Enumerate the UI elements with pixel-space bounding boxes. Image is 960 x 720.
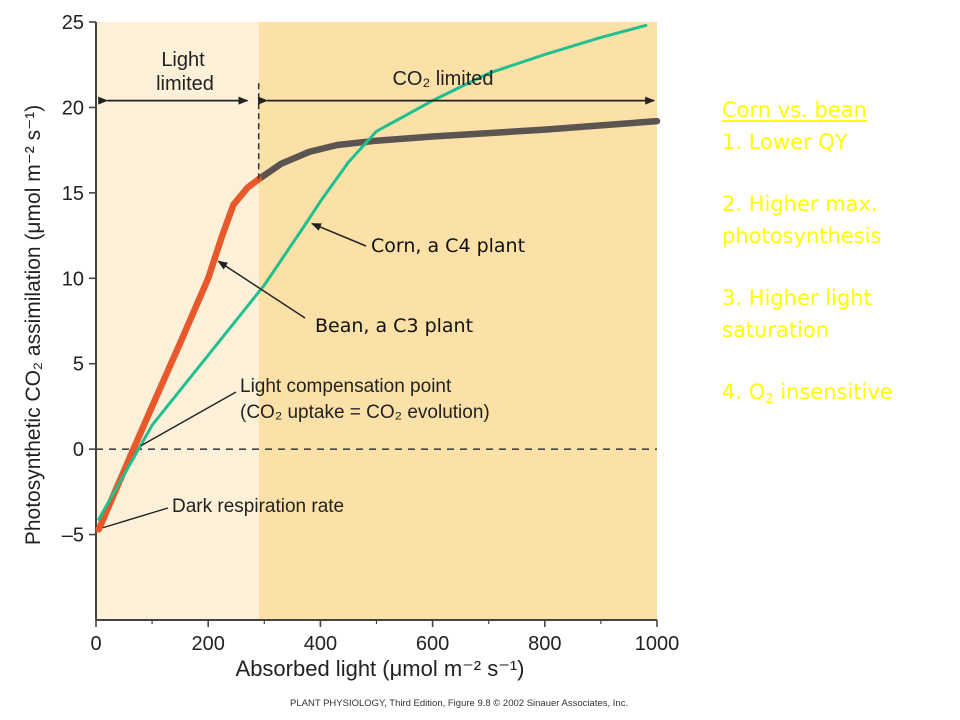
y-tick-label: 10 bbox=[62, 268, 84, 290]
notes-item-3a: 3. Higher light bbox=[722, 286, 872, 310]
series-group bbox=[95, 23, 661, 533]
comparison-notes: Corn vs. bean 1. Lower QY 2. Higher max.… bbox=[722, 94, 957, 408]
series-bean-light-limited-line bbox=[95, 175, 262, 533]
series-corn-line bbox=[97, 23, 648, 521]
notes-spacer bbox=[722, 346, 957, 376]
y-tick-label: 20 bbox=[62, 97, 84, 119]
axes: 0 200 400 600 800 1000 –5 0 5 10 15 20 25 bbox=[62, 12, 680, 655]
annotation-lcp-line1: Light compensation point bbox=[240, 376, 452, 397]
y-tick-label: 25 bbox=[62, 12, 84, 34]
figure-credit: PLANT PHYSIOLOGY, Third Edition, Figure … bbox=[290, 698, 628, 709]
x-tick-label: 200 bbox=[192, 633, 225, 655]
x-tick-label: 1000 bbox=[635, 633, 680, 655]
notes-item-4-suffix: insensitive bbox=[773, 380, 893, 404]
notes-item-2b: photosynthesis bbox=[722, 224, 882, 248]
notes-spacer bbox=[722, 158, 957, 188]
annotation-lcp-line2: (CO₂ uptake = CO₂ evolution) bbox=[240, 402, 490, 423]
x-tick-label: 800 bbox=[528, 633, 561, 655]
x-tick-label: 0 bbox=[90, 633, 101, 655]
lcp-callout-line bbox=[140, 391, 237, 447]
x-tick-label: 600 bbox=[416, 633, 449, 655]
corn-callout-arrow bbox=[311, 222, 367, 247]
dark-respiration-callout-line bbox=[102, 507, 169, 529]
y-tick-label: 15 bbox=[62, 183, 84, 205]
series-bean-co2-limited-line bbox=[255, 117, 661, 183]
notes-item-3b: saturation bbox=[722, 318, 830, 342]
region-label-co2-limited: CO₂ limited bbox=[392, 68, 493, 90]
region-label-light-limited-line1: Light bbox=[161, 49, 205, 71]
notes-item-4-prefix: 4. O bbox=[722, 380, 766, 404]
annotation-corn: Corn, a C4 plant bbox=[371, 235, 525, 257]
region-label-light-limited-line2: limited bbox=[156, 73, 214, 95]
y-tick-label: 0 bbox=[73, 439, 84, 461]
y-tick-label: 5 bbox=[73, 354, 84, 376]
x-tick-label: 400 bbox=[304, 633, 337, 655]
annotation-dark-respiration: Dark respiration rate bbox=[172, 496, 344, 517]
region-1 bbox=[258, 22, 657, 620]
x-axis-title: Absorbed light (μmol m⁻² s⁻¹) bbox=[236, 656, 525, 681]
y-tick-label: –5 bbox=[62, 525, 84, 547]
region-0 bbox=[96, 22, 259, 620]
notes-spacer bbox=[722, 252, 957, 282]
annotations bbox=[98, 81, 656, 529]
notes-item-1: 1. Lower QY bbox=[722, 130, 848, 154]
notes-item-4-subscript: 2 bbox=[765, 392, 774, 407]
region-shading bbox=[96, 22, 657, 620]
notes-item-2a: 2. Higher max. bbox=[722, 192, 878, 216]
annotation-bean: Bean, a C3 plant bbox=[315, 315, 473, 337]
bean-callout-arrow bbox=[217, 260, 306, 319]
notes-item-4: 4. O2 insensitive bbox=[722, 376, 957, 408]
y-axis-title: Photosynthetic CO₂ assimilation (μmol m⁻… bbox=[22, 105, 45, 545]
notes-heading: Corn vs. bean bbox=[722, 98, 867, 122]
